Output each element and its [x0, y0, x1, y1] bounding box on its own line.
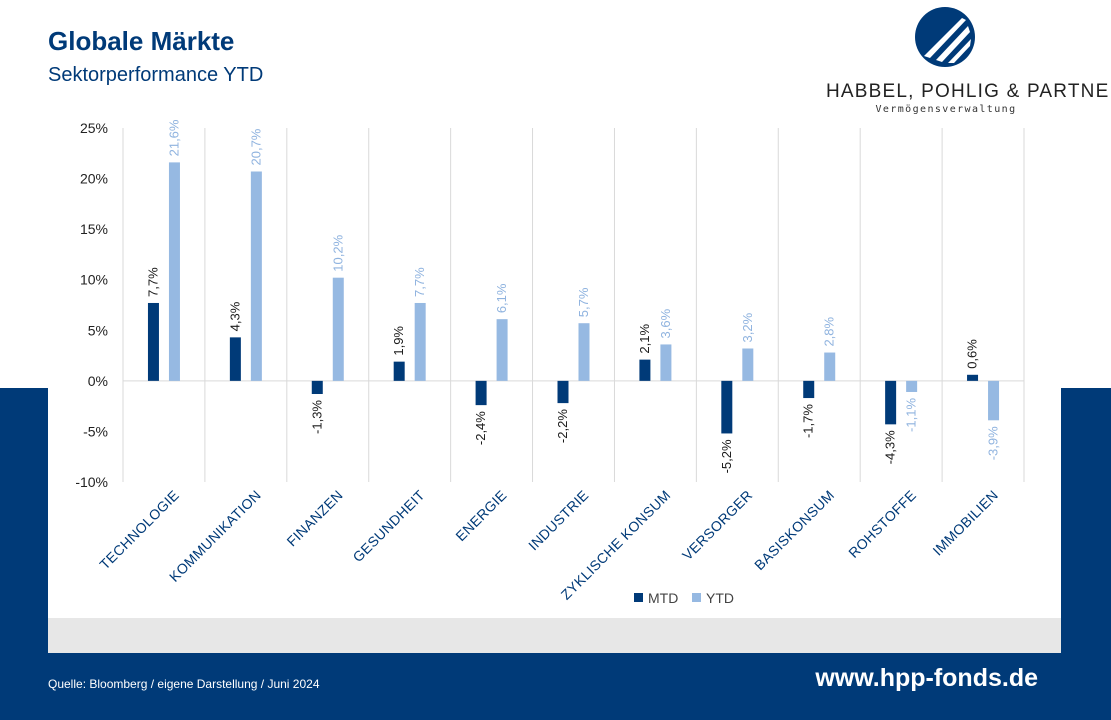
- bar-ytd: [496, 319, 508, 381]
- company-logo: HABBEL, POHLIG & PARTNER Vermögensverwal…: [826, 6, 1111, 116]
- page-subtitle: Sektorperformance YTD: [48, 64, 264, 86]
- data-label-mtd: 0,6%: [965, 339, 980, 369]
- legend-swatch-mtd: [634, 593, 643, 602]
- bar-mtd: [721, 380, 733, 434]
- y-tick-label: 20%: [80, 171, 108, 187]
- chart-panel: [48, 0, 1061, 618]
- data-label-ytd: 6,1%: [494, 283, 509, 313]
- y-tick-label: 0%: [88, 373, 108, 389]
- y-tick-label: 5%: [88, 322, 108, 338]
- x-tick-label: INDUSTRIE: [525, 487, 592, 554]
- x-tick-label: BASISKONSUM: [751, 487, 837, 573]
- data-label-ytd: 3,2%: [740, 312, 755, 342]
- data-label-mtd: -1,7%: [801, 404, 816, 438]
- x-tick-label: ROHSTOFFE: [845, 487, 919, 561]
- x-tick-label: ENERGIE: [452, 487, 509, 544]
- data-label-ytd: 21,6%: [166, 119, 181, 156]
- data-label-ytd: 7,7%: [412, 267, 427, 297]
- x-tick-label: KOMMUNIKATION: [166, 487, 264, 585]
- bar-mtd: [475, 380, 487, 406]
- data-label-ytd: -1,1%: [904, 398, 919, 432]
- data-label-mtd: -2,4%: [473, 411, 488, 445]
- x-tick-label: VERSORGER: [679, 487, 755, 563]
- bar-ytd: [414, 302, 426, 381]
- data-label-ytd: 3,6%: [658, 308, 673, 338]
- data-label-mtd: 1,9%: [391, 326, 406, 356]
- bar-ytd: [988, 380, 1000, 421]
- bar-ytd: [332, 277, 344, 381]
- website-link[interactable]: www.hpp-fonds.de: [815, 664, 1038, 692]
- bar-mtd: [885, 380, 897, 425]
- bar-ytd: [168, 162, 180, 381]
- bar-ytd: [824, 352, 836, 381]
- data-label-mtd: -4,3%: [883, 430, 898, 464]
- bar-ytd: [906, 380, 918, 392]
- sector-bar-chart: 25% 20% 15% 10% 5% 0% -5% -10% 7,7% 4,3% -1,3% 1,9%…: [75, 119, 1025, 606]
- data-label-ytd: 5,7%: [576, 287, 591, 317]
- data-label-ytd: 2,8%: [822, 316, 837, 346]
- data-label-ytd: 20,7%: [248, 128, 263, 165]
- x-tick-label: FINANZEN: [283, 487, 346, 550]
- bar-ytd: [660, 344, 672, 381]
- logo-tagline: Vermögensverwaltung: [875, 104, 1017, 115]
- bar-mtd: [393, 361, 405, 381]
- bar-mtd: [229, 337, 241, 381]
- data-label-mtd: -1,3%: [309, 400, 324, 434]
- data-label-mtd: 7,7%: [145, 267, 160, 297]
- logo-emblem-icon: [915, 7, 975, 67]
- data-label-ytd: 10,2%: [330, 234, 345, 271]
- gray-strip: [48, 618, 1061, 653]
- logo-name: HABBEL, POHLIG & PARTNER: [826, 81, 1111, 102]
- bar-ytd: [250, 171, 262, 381]
- x-tick-label: TECHNOLOGIE: [96, 487, 182, 573]
- y-tick-label: -10%: [75, 474, 108, 490]
- bar-mtd: [557, 380, 569, 404]
- y-tick-label: 15%: [80, 221, 108, 237]
- x-tick-label: GESUNDHEIT: [349, 487, 427, 565]
- data-label-mtd: 4,3%: [227, 301, 242, 331]
- page-title: Globale Märkte: [48, 26, 235, 56]
- bar-ytd: [742, 348, 754, 381]
- x-tick-label: IMMOBILIEN: [929, 487, 1001, 559]
- bar-mtd: [967, 374, 979, 381]
- y-tick-label: 10%: [80, 272, 108, 288]
- bar-ytd: [578, 323, 590, 381]
- y-tick-label: -5%: [83, 423, 108, 439]
- legend-swatch-ytd: [692, 593, 701, 602]
- data-label-ytd: -3,9%: [986, 426, 1001, 460]
- data-label-mtd: -5,2%: [719, 439, 734, 473]
- y-tick-label: 25%: [80, 120, 108, 136]
- bar-mtd: [311, 380, 323, 395]
- bar-mtd: [639, 359, 651, 381]
- bar-mtd: [803, 380, 815, 399]
- legend-label-mtd: MTD: [648, 590, 678, 606]
- legend-label-ytd: YTD: [706, 590, 734, 606]
- data-label-mtd: 2,1%: [637, 324, 652, 354]
- bar-mtd: [147, 302, 159, 381]
- data-label-mtd: -2,2%: [555, 409, 570, 443]
- source-note: Quelle: Bloomberg / eigene Darstellung /…: [48, 677, 320, 691]
